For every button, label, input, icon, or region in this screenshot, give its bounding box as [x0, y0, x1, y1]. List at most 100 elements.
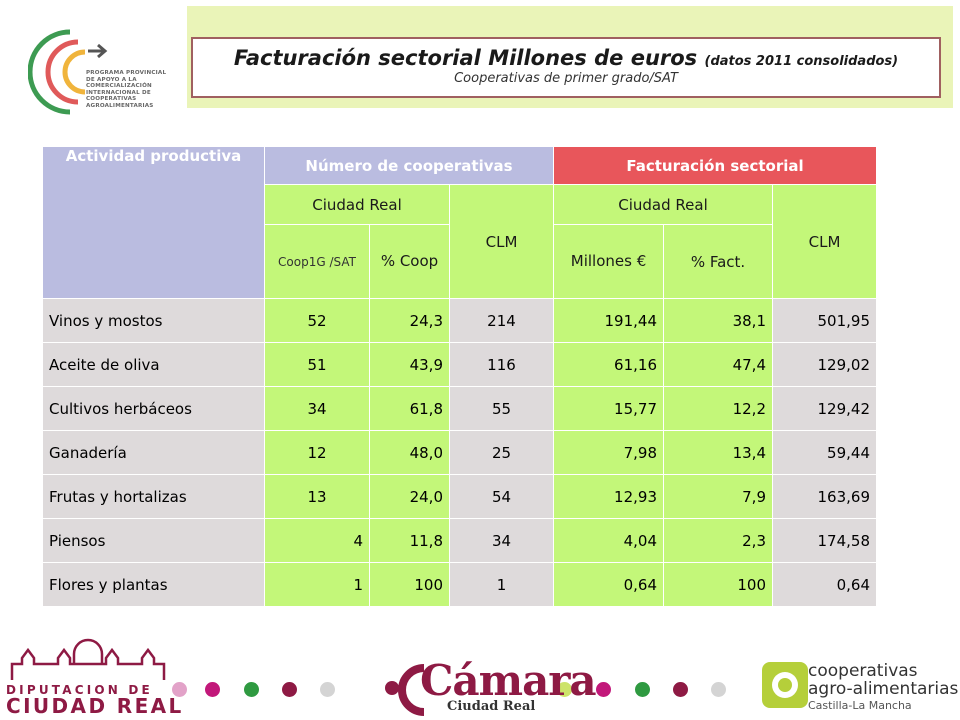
decorative-dot: [244, 682, 259, 697]
decorative-dot: [635, 682, 650, 697]
table-row: Flores y plantas 1 100 1 0,64 100 0,64: [42, 562, 877, 607]
colheader-pct-coop: % Coop: [369, 224, 450, 299]
page-subtitle: Cooperativas de primer grado/SAT: [454, 71, 678, 86]
cell-actividad: Cultivos herbáceos: [42, 386, 265, 431]
subheader-ciudad-real-fac: Ciudad Real: [553, 184, 773, 225]
cell-millones: 12,93: [553, 474, 664, 519]
cell-clm-fac: 0,64: [772, 562, 877, 607]
cell-clm-fac: 129,02: [772, 342, 877, 387]
cell-coop: 52: [264, 298, 370, 343]
cooperativas-line2: agro-alimentarias: [808, 679, 959, 699]
cell-actividad: Vinos y mostos: [42, 298, 265, 343]
colheader-millones: Millones €: [553, 224, 664, 299]
cell-clm-num: 54: [449, 474, 554, 519]
decorative-dot: [596, 682, 611, 697]
table-row: Vinos y mostos 52 24,3 214 191,44 38,1 5…: [42, 298, 877, 343]
program-logo: [28, 29, 108, 115]
program-logo-line: DE APOYO A LA: [86, 76, 137, 83]
decorative-dot: [282, 682, 297, 697]
table-header-row: Actividad productiva Número de cooperati…: [42, 146, 877, 299]
cell-pct-coop: 24,3: [369, 298, 450, 343]
cell-millones: 191,44: [553, 298, 664, 343]
cell-pct-coop: 43,9: [369, 342, 450, 387]
cell-pct-fact: 100: [663, 562, 773, 607]
cell-clm-num: 55: [449, 386, 554, 431]
header-actividad: Actividad productiva: [42, 146, 265, 299]
decorative-dot: [320, 682, 335, 697]
cell-clm-fac: 163,69: [772, 474, 877, 519]
cell-coop: 1: [264, 562, 370, 607]
cell-clm-fac: 129,42: [772, 386, 877, 431]
cooperativas-line3: Castilla-La Mancha: [808, 699, 912, 712]
decorative-dot: [557, 682, 572, 697]
cell-pct-fact: 7,9: [663, 474, 773, 519]
camara-sub: Ciudad Real: [447, 699, 536, 714]
program-logo-line: COMERCIALIZACIÓN: [86, 83, 152, 90]
cell-actividad: Frutas y hortalizas: [42, 474, 265, 519]
program-logo-line: COOPERATIVAS: [86, 96, 137, 103]
cell-coop: 13: [264, 474, 370, 519]
program-logo-line: AGROALIMENTARIAS: [86, 102, 154, 109]
cell-clm-num: 1: [449, 562, 554, 607]
cell-pct-coop: 24,0: [369, 474, 450, 519]
cell-pct-fact: 13,4: [663, 430, 773, 475]
subheader-clm-num: CLM: [449, 184, 554, 299]
table-colheader-row: Coop1G /SAT % Coop Millones € % Fact.: [43, 224, 877, 299]
table-row: Piensos 4 11,8 34 4,04 2,3 174,58: [42, 518, 877, 563]
diputacion-logo: [10, 638, 166, 680]
program-logo-text: PROGRAMA PROVINCIAL DE APOYO A LA COMERC…: [86, 70, 166, 110]
cell-pct-fact: 38,1: [663, 298, 773, 343]
cell-clm-num: 34: [449, 518, 554, 563]
subheader-ciudad-real-num: Ciudad Real: [264, 184, 450, 225]
billing-table: Actividad productiva Número de cooperati…: [42, 146, 877, 607]
cell-pct-coop: 48,0: [369, 430, 450, 475]
cell-pct-coop: 11,8: [369, 518, 450, 563]
decorative-dot: [673, 682, 688, 697]
colheader-pct-fact: % Fact.: [663, 224, 773, 299]
diputacion-line1: DIPUTACION DE: [6, 683, 153, 697]
cell-actividad: Aceite de oliva: [42, 342, 265, 387]
subheader-clm-fac: CLM: [772, 184, 877, 299]
page-title: Facturación sectorial Millones de euros …: [193, 46, 939, 70]
cell-actividad: Piensos: [42, 518, 265, 563]
cooperativas-logo-icon: [762, 662, 808, 708]
cell-pct-coop: 61,8: [369, 386, 450, 431]
cell-millones: 0,64: [553, 562, 664, 607]
header-facturacion: Facturación sectorial: [553, 146, 877, 185]
header-num-cooperativas: Número de cooperativas: [264, 146, 554, 185]
cell-clm-num: 25: [449, 430, 554, 475]
cell-millones: 15,77: [553, 386, 664, 431]
table-row: Ganadería 12 48,0 25 7,98 13,4 59,44: [42, 430, 877, 475]
cell-clm-num: 116: [449, 342, 554, 387]
cell-millones: 4,04: [553, 518, 664, 563]
cell-coop: 51: [264, 342, 370, 387]
diputacion-line2: CIUDAD REAL: [6, 694, 184, 718]
program-logo-line: INTERNACIONAL DE: [86, 89, 151, 96]
cell-clm-fac: 174,58: [772, 518, 877, 563]
table-subheader-row: Ciudad Real CLM Ciudad Real CLM: [43, 184, 877, 299]
colheader-coop: Coop1G /SAT: [264, 224, 370, 299]
title-note: (datos 2011 consolidados): [704, 54, 899, 69]
program-logo-line: PROGRAMA PROVINCIAL: [86, 70, 167, 76]
cell-coop: 12: [264, 430, 370, 475]
cell-clm-fac: 59,44: [772, 430, 877, 475]
cell-pct-fact: 2,3: [663, 518, 773, 563]
decorative-dot: [205, 682, 220, 697]
cell-millones: 61,16: [553, 342, 664, 387]
cell-pct-fact: 47,4: [663, 342, 773, 387]
cell-millones: 7,98: [553, 430, 664, 475]
cell-clm-fac: 501,95: [772, 298, 877, 343]
cell-coop: 4: [264, 518, 370, 563]
cell-clm-num: 214: [449, 298, 554, 343]
table-row: Aceite de oliva 51 43,9 116 61,16 47,4 1…: [42, 342, 877, 387]
title-main: Facturación sectorial Millones de euros: [233, 46, 698, 70]
decorative-dot: [711, 682, 726, 697]
table-row: Frutas y hortalizas 13 24,0 54 12,93 7,9…: [42, 474, 877, 519]
decorative-dot: [172, 682, 187, 697]
table-row: Cultivos herbáceos 34 61,8 55 15,77 12,2…: [42, 386, 877, 431]
cell-pct-fact: 12,2: [663, 386, 773, 431]
cell-pct-coop: 100: [369, 562, 450, 607]
cell-actividad: Ganadería: [42, 430, 265, 475]
cell-actividad: Flores y plantas: [42, 562, 265, 607]
camara-logo-mark: [385, 664, 425, 716]
